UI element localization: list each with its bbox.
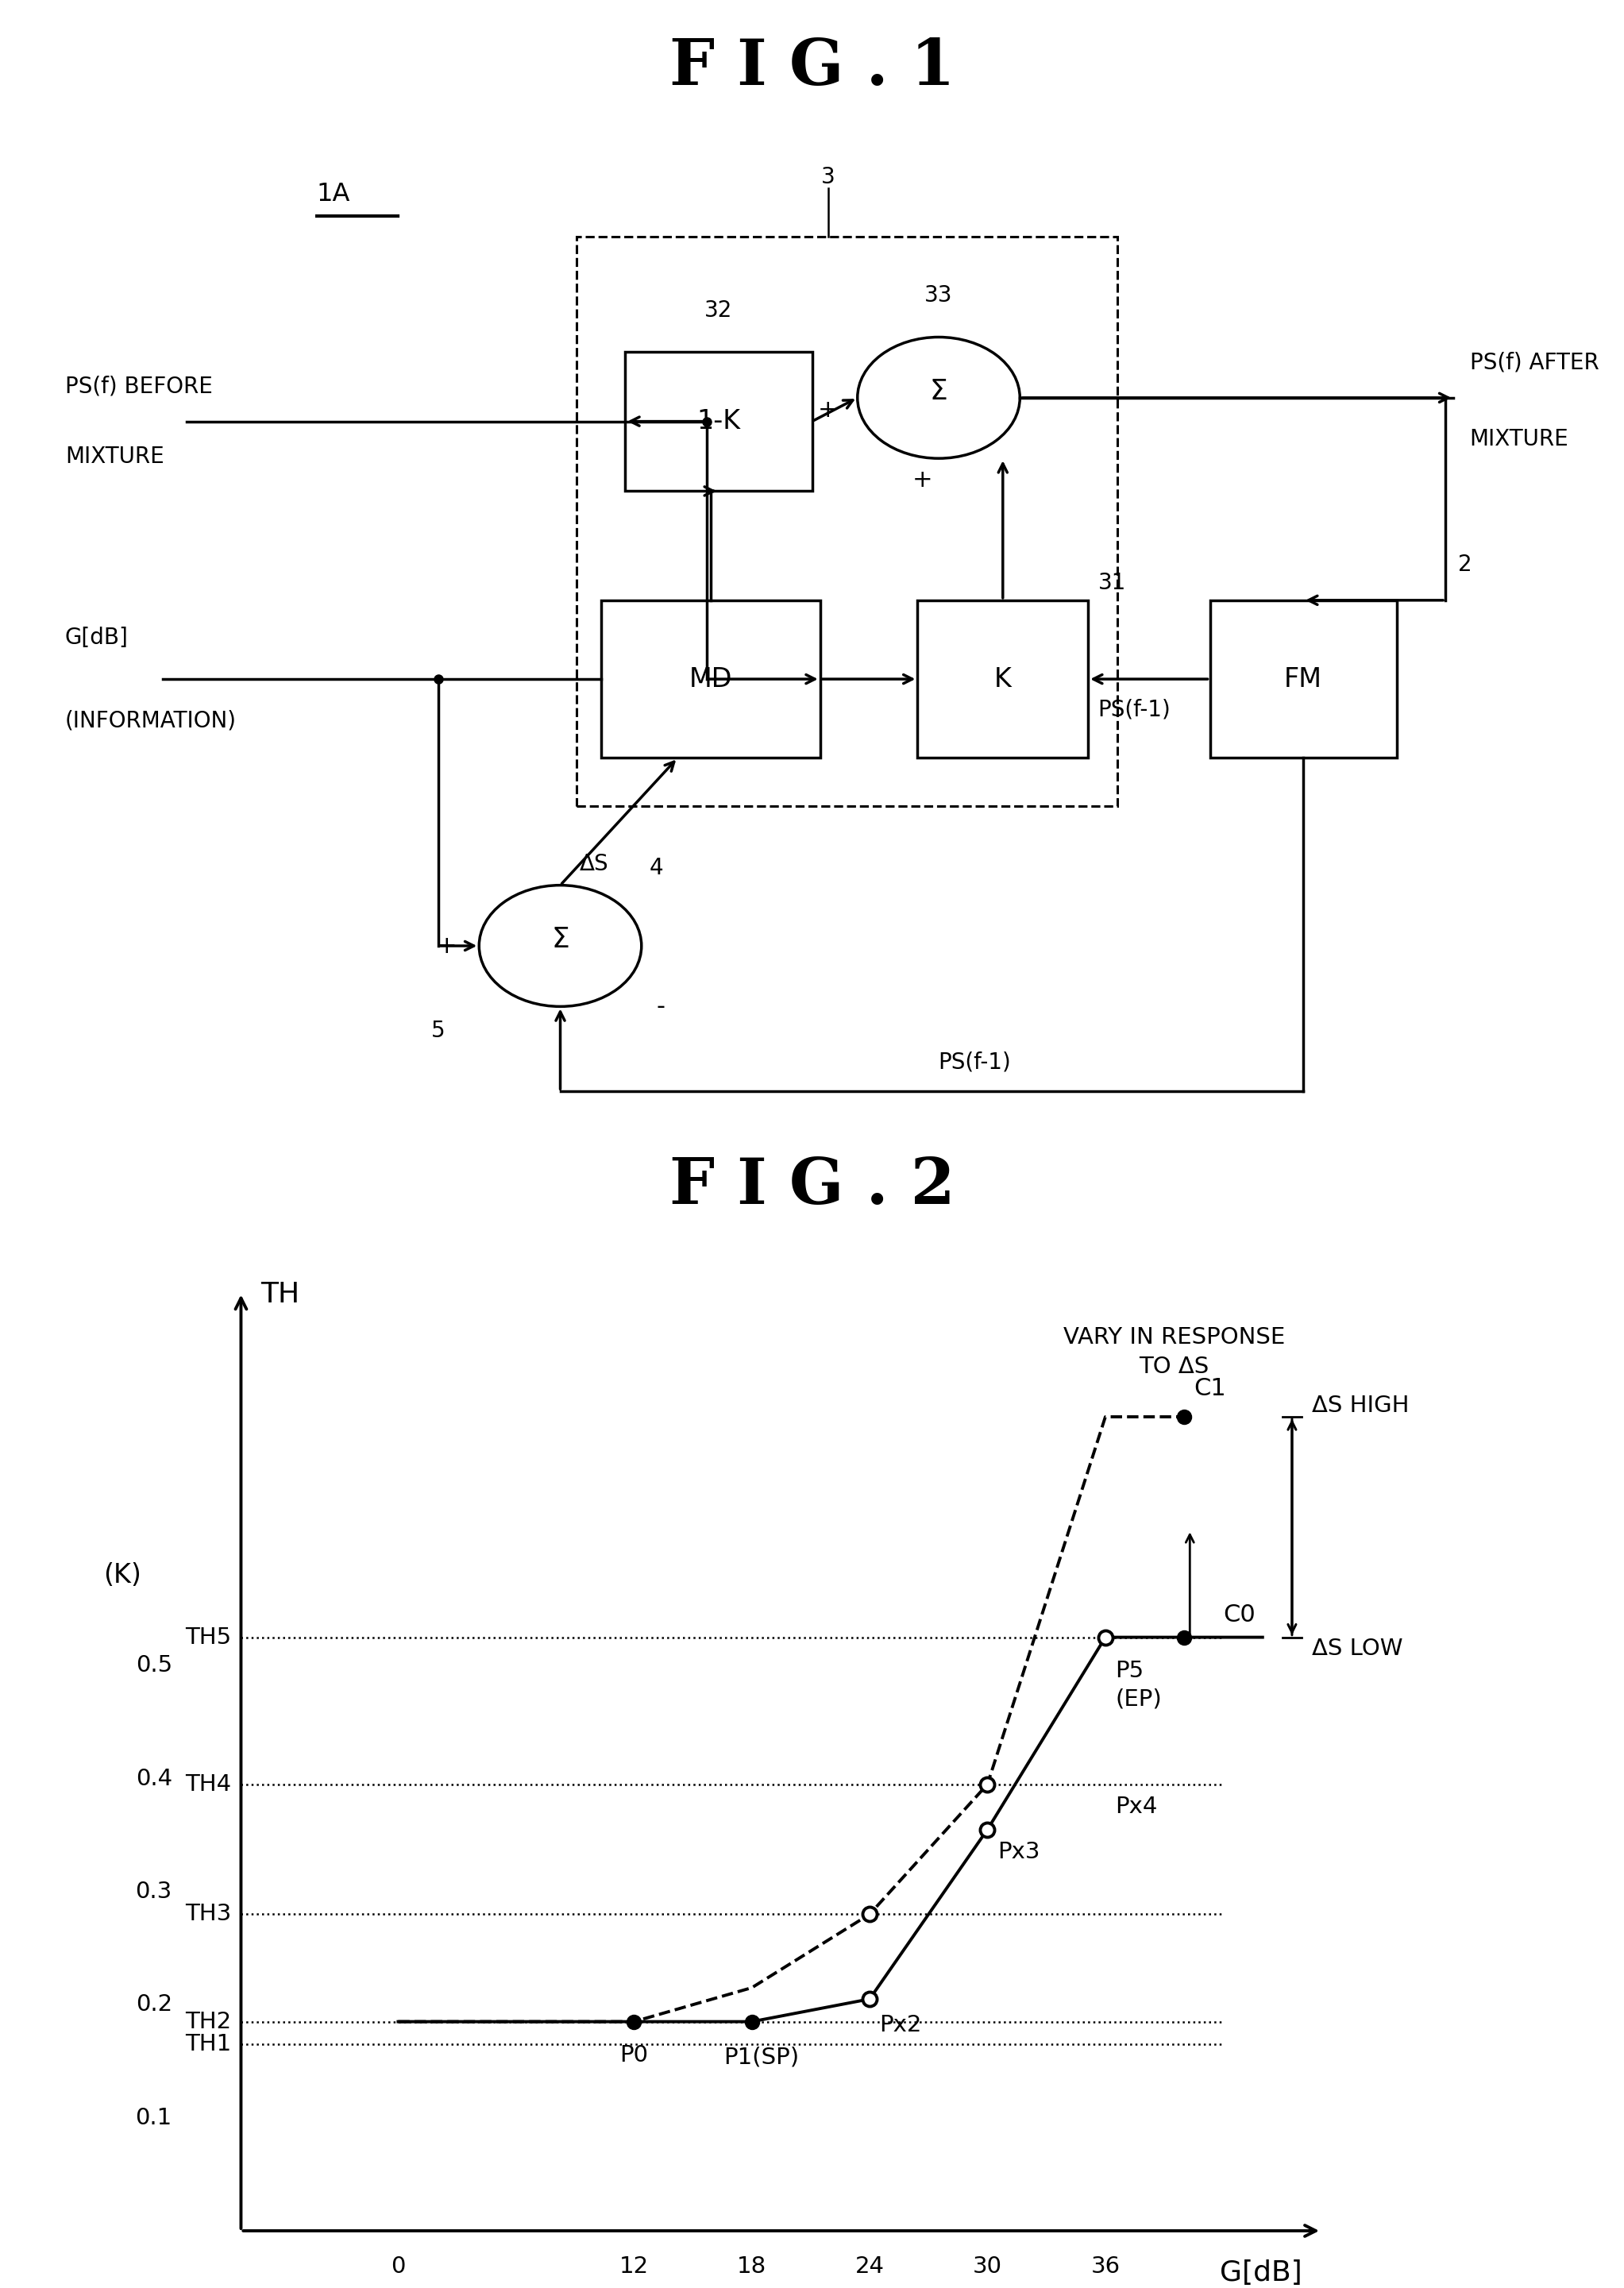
- Text: 0: 0: [391, 2256, 406, 2279]
- FancyBboxPatch shape: [601, 599, 820, 757]
- Text: MIXTURE: MIXTURE: [1470, 428, 1569, 451]
- Text: Px3: Px3: [997, 1842, 1039, 1862]
- Text: 1A: 1A: [317, 181, 351, 206]
- Text: P0: P0: [620, 2043, 648, 2066]
- Text: TH4: TH4: [185, 1773, 231, 1796]
- Text: PS(f-1): PS(f-1): [1098, 698, 1171, 721]
- Text: MIXTURE: MIXTURE: [65, 446, 164, 467]
- Text: ΔS HIGH: ΔS HIGH: [1312, 1393, 1410, 1416]
- Text: (EP): (EP): [1116, 1689, 1161, 1711]
- FancyBboxPatch shape: [1210, 599, 1397, 757]
- Text: Σ: Σ: [551, 927, 570, 954]
- Text: PS(f) BEFORE: PS(f) BEFORE: [65, 375, 213, 398]
- Text: +: +: [437, 934, 456, 956]
- Text: 0.5: 0.5: [135, 1654, 172, 1677]
- Text: TH2: TH2: [185, 2011, 231, 2032]
- Text: 24: 24: [854, 2256, 885, 2279]
- Text: -: -: [656, 995, 666, 1018]
- Text: PS(f-1): PS(f-1): [939, 1050, 1010, 1073]
- Text: (K): (K): [104, 1563, 141, 1588]
- FancyBboxPatch shape: [625, 352, 812, 492]
- Text: FM: FM: [1285, 666, 1322, 693]
- Text: ΔS LOW: ΔS LOW: [1312, 1638, 1403, 1659]
- Text: 12: 12: [619, 2256, 648, 2279]
- Text: 0.1: 0.1: [135, 2107, 172, 2128]
- Text: 4: 4: [650, 858, 664, 879]
- Text: ΔS: ΔS: [580, 853, 609, 876]
- Text: 32: 32: [705, 300, 732, 320]
- Text: Px2: Px2: [880, 2013, 922, 2036]
- FancyBboxPatch shape: [918, 599, 1088, 757]
- Text: 1-K: 1-K: [697, 407, 741, 435]
- Text: TH: TH: [260, 1281, 300, 1309]
- Text: MD: MD: [689, 666, 732, 693]
- Text: 18: 18: [737, 2256, 767, 2279]
- Text: 0.4: 0.4: [135, 1766, 172, 1789]
- Circle shape: [857, 336, 1020, 458]
- Text: PS(f) AFTER: PS(f) AFTER: [1470, 352, 1600, 373]
- Text: 30: 30: [973, 2256, 1002, 2279]
- Text: 3: 3: [822, 165, 835, 188]
- Text: Px4: Px4: [1116, 1796, 1158, 1817]
- Text: 31: 31: [1098, 572, 1125, 595]
- Text: TH1: TH1: [185, 2034, 231, 2055]
- Text: C0: C0: [1223, 1604, 1255, 1627]
- Text: TH3: TH3: [185, 1904, 231, 1926]
- Text: VARY IN RESPONSE
TO ΔS: VARY IN RESPONSE TO ΔS: [1064, 1327, 1285, 1377]
- Text: K: K: [994, 666, 1012, 693]
- Text: 0.2: 0.2: [135, 1993, 172, 2016]
- Text: 33: 33: [924, 284, 953, 307]
- Text: +: +: [818, 398, 838, 421]
- Text: TH5: TH5: [185, 1627, 231, 1647]
- Text: 2: 2: [1458, 554, 1473, 577]
- Circle shape: [479, 885, 641, 1007]
- Text: P5: P5: [1116, 1659, 1143, 1682]
- Text: G[dB]: G[dB]: [1220, 2258, 1302, 2286]
- Text: 0.3: 0.3: [135, 1881, 172, 1904]
- Text: 5: 5: [432, 1020, 445, 1041]
- Text: 36: 36: [1091, 2256, 1121, 2279]
- Text: F I G . 2: F I G . 2: [669, 1155, 955, 1217]
- Text: (INFORMATION): (INFORMATION): [65, 709, 237, 732]
- Text: C1: C1: [1194, 1377, 1226, 1400]
- Text: P1(SP): P1(SP): [724, 2045, 799, 2068]
- Text: Σ: Σ: [929, 378, 948, 405]
- Text: F I G . 1: F I G . 1: [669, 37, 955, 98]
- Text: +: +: [913, 469, 932, 492]
- Text: G[dB]: G[dB]: [65, 627, 128, 650]
